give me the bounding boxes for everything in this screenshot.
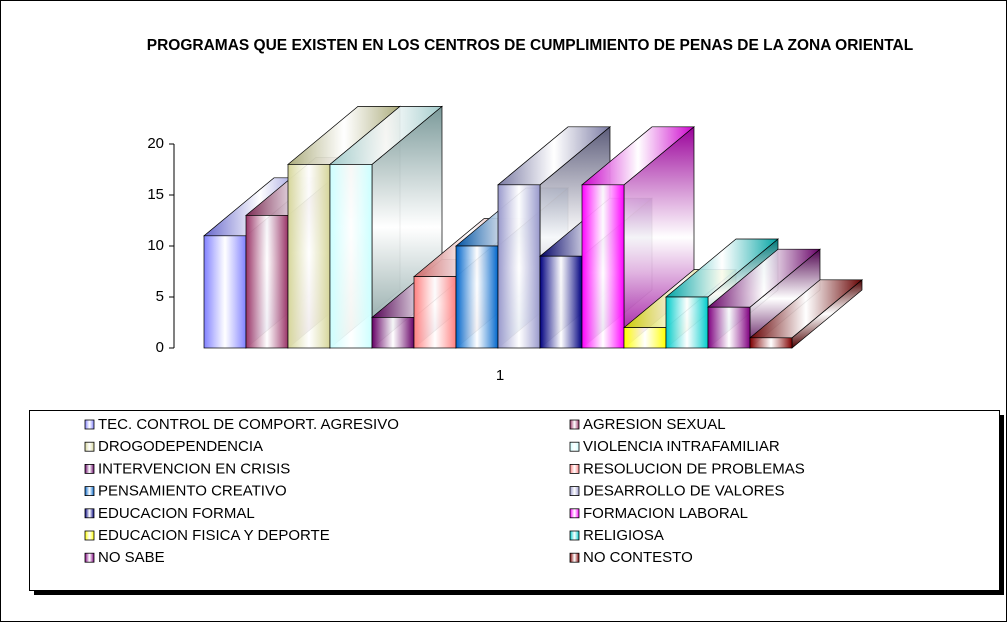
y-tick-label: 15 xyxy=(147,186,164,203)
legend-swatch xyxy=(569,419,580,430)
bar xyxy=(497,184,541,349)
bar xyxy=(539,255,583,349)
legend-swatch xyxy=(569,552,580,563)
bar xyxy=(665,296,709,349)
legend-label: EDUCACION FISICA Y DEPORTE xyxy=(98,527,330,544)
y-tick-label: 5 xyxy=(156,288,164,305)
legend-swatch xyxy=(569,441,580,452)
y-tick-label: 0 xyxy=(156,339,164,356)
bar xyxy=(749,337,793,349)
legend-label: DESARROLLO DE VALORES xyxy=(583,483,784,500)
bar xyxy=(371,317,415,349)
legend-swatch xyxy=(84,530,95,541)
legend-label: FORMACION LABORAL xyxy=(583,505,748,522)
legend-label: NO SABE xyxy=(98,549,165,566)
bar xyxy=(245,215,289,349)
legend-swatch xyxy=(569,463,580,474)
legend-swatch xyxy=(84,441,95,452)
bar xyxy=(707,306,751,349)
x-tick-label: 1 xyxy=(496,367,504,384)
legend-label: RESOLUCION DE PROBLEMAS xyxy=(583,460,805,477)
y-tick-label: 20 xyxy=(147,135,164,152)
bar xyxy=(413,276,457,349)
legend-label: NO CONTESTO xyxy=(583,549,693,566)
legend-label: RELIGIOSA xyxy=(583,527,664,544)
legend-swatch xyxy=(84,463,95,474)
bar xyxy=(203,235,247,349)
bar xyxy=(329,164,373,349)
legend-label: VIOLENCIA INTRAFAMILIAR xyxy=(583,438,780,455)
legend-swatch xyxy=(84,508,95,519)
legend-swatch xyxy=(569,530,580,541)
y-tick-label: 10 xyxy=(147,237,164,254)
bar xyxy=(287,164,331,349)
legend-label: TEC. CONTROL DE COMPORT. AGRESIVO xyxy=(98,416,399,433)
legend-label: AGRESION SEXUAL xyxy=(583,416,726,433)
bar xyxy=(581,184,625,349)
legend-swatch xyxy=(84,486,95,497)
legend-label: DROGODEPENDENCIA xyxy=(98,438,263,455)
legend-label: EDUCACION FORMAL xyxy=(98,505,255,522)
chart-title: PROGRAMAS QUE EXISTEN EN LOS CENTROS DE … xyxy=(146,37,914,54)
legend-label: PENSAMIENTO CREATIVO xyxy=(98,483,287,500)
bar xyxy=(455,245,499,349)
bar xyxy=(623,327,667,349)
legend-swatch xyxy=(84,552,95,563)
legend-label: INTERVENCION EN CRISIS xyxy=(98,460,290,477)
legend-swatch xyxy=(569,486,580,497)
legend-box xyxy=(29,410,1000,591)
legend-swatch xyxy=(84,419,95,430)
legend-swatch xyxy=(569,508,580,519)
